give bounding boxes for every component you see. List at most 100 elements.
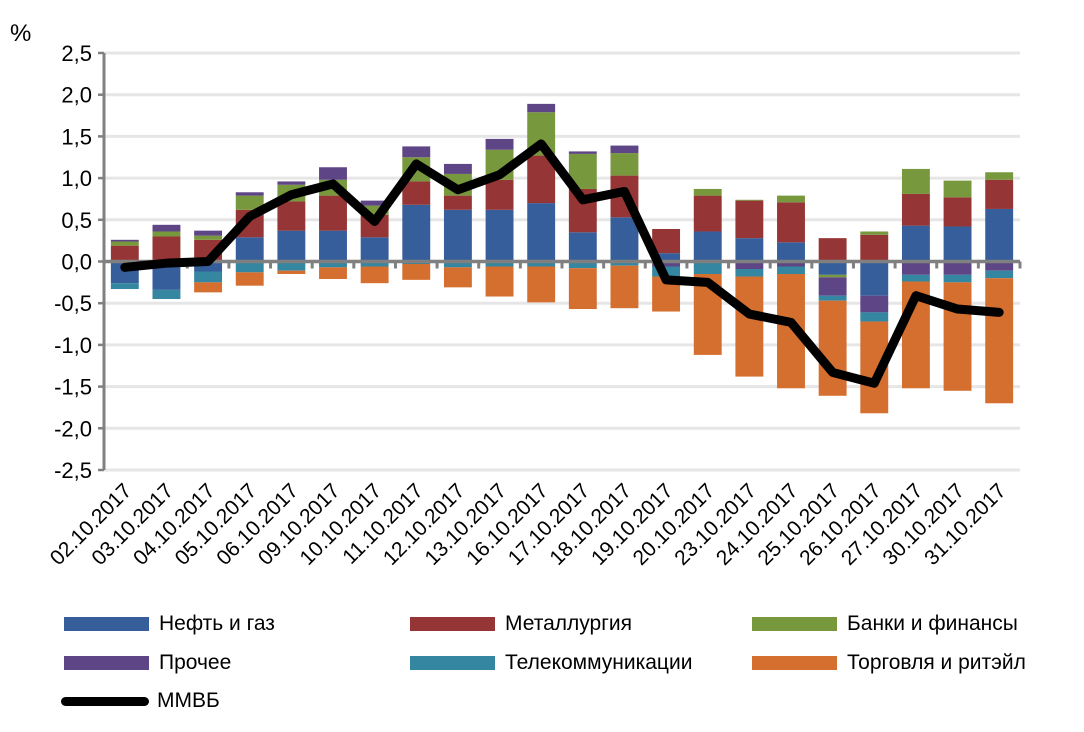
bar-segment: [610, 145, 639, 154]
y-axis-unit-label: %: [10, 20, 32, 47]
bar-segment: [443, 163, 472, 174]
bar-segment: [568, 261, 597, 269]
bar-segment: [901, 225, 930, 262]
bar-segment: [152, 289, 181, 300]
bar-segment: [901, 274, 930, 282]
bar-segment: [693, 188, 722, 196]
bar-segment: [277, 230, 306, 262]
bar-segment: [818, 300, 847, 396]
bar-segment: [943, 282, 972, 391]
bar-segment: [194, 282, 223, 293]
bar-segment: [319, 230, 347, 262]
bar-segment: [152, 231, 181, 237]
mmvb-line: [120, 139, 1004, 388]
y-tick-label: -1,0: [54, 333, 92, 358]
bar-segment: [652, 261, 681, 267]
y-tick-label: 2,5: [61, 41, 92, 66]
bar-segment: [860, 312, 889, 322]
bar-segment: [735, 200, 764, 239]
gridlines: [104, 51, 1020, 472]
y-tick-label: 1,5: [61, 124, 92, 149]
y-tick-label: 0,0: [61, 250, 92, 275]
y-tick-labels: 2,5 2,0 1,5 1,0 0,5 0,0 -0,5 -1,0 -1,5 -2,0 -2,5: [54, 41, 92, 483]
x-tick-labels: 02.10.201703.10.201704.10.201705.10.2017…: [46, 479, 1011, 570]
bar-segment: [735, 238, 764, 262]
bar-segment: [527, 261, 556, 267]
bar-segment: [693, 231, 722, 262]
bar-segment: [360, 266, 389, 284]
bar-segment: [443, 267, 472, 288]
bar-segment: [568, 232, 597, 262]
bar-segment: [235, 261, 264, 273]
bar-segment: [110, 241, 139, 246]
bar-segment: [360, 200, 389, 206]
bar-segment: [985, 278, 1014, 404]
bar-segment: [860, 234, 889, 262]
bar-segment: [777, 266, 805, 275]
y-tick-label: -2,0: [54, 416, 92, 441]
bar-segment: [485, 138, 514, 150]
bar-segment: [777, 242, 805, 262]
bar-segment: [485, 266, 514, 297]
y-tick-label: 1,0: [61, 166, 92, 191]
bar-segment: [943, 226, 972, 262]
bar-segment: [360, 205, 389, 215]
bar-segment: [402, 204, 431, 262]
bar-segment: [319, 167, 347, 180]
bar-segment: [818, 261, 847, 275]
bar-segment: [693, 195, 722, 232]
bar-segment: [901, 261, 930, 275]
bar-segment: [610, 153, 639, 176]
bar-segment: [652, 228, 681, 254]
bar-segment: [943, 197, 972, 227]
bar-segment: [277, 270, 306, 275]
bar-segment: [818, 295, 847, 301]
bar-segment: [818, 238, 847, 262]
y-tick-label: 0,5: [61, 208, 92, 233]
bar-segment: [194, 261, 223, 272]
bar-segment: [985, 172, 1014, 180]
bar-segment: [527, 266, 556, 303]
bar-segment: [402, 264, 431, 280]
bar-segment: [194, 235, 223, 240]
bar-segment: [277, 201, 306, 231]
bar-segment: [152, 224, 181, 232]
bar-segment: [735, 269, 764, 277]
bar-segment: [527, 203, 556, 262]
bar-segment: [735, 276, 764, 377]
bar-segment: [943, 180, 972, 198]
bar-segment: [319, 261, 347, 268]
bar-segment: [152, 236, 181, 262]
bar-segment: [235, 237, 264, 262]
bar-segment: [818, 274, 847, 278]
bar-segment: [735, 261, 764, 270]
bar-segment: [110, 239, 139, 242]
bar-segment: [610, 261, 639, 266]
bar-segment: [860, 295, 889, 313]
bar-segment: [277, 261, 306, 271]
bar-segment: [402, 146, 431, 158]
bar-segment: [485, 179, 514, 210]
axes: [98, 51, 1022, 472]
bar-segment: [985, 208, 1014, 262]
bar-segment: [777, 195, 805, 203]
bar-segment: [985, 270, 1014, 279]
y-tick-label: 2,0: [61, 83, 92, 108]
bar-segment: [777, 202, 805, 243]
y-tick-label: -1,5: [54, 375, 92, 400]
bar-segment: [360, 261, 389, 267]
bars: [110, 103, 1014, 414]
bar-segment: [194, 271, 223, 283]
bar-segment: [110, 283, 139, 290]
bar-segment: [860, 231, 889, 235]
bar-segment: [319, 195, 347, 231]
bar-segment: [777, 261, 805, 267]
bar-segment: [735, 199, 764, 201]
bar-segment: [568, 151, 597, 154]
bar-segment: [277, 181, 306, 185]
bar-segment: [443, 261, 472, 268]
bar-segment: [568, 268, 597, 310]
bar-segment: [360, 237, 389, 262]
bar-segment: [485, 209, 514, 262]
